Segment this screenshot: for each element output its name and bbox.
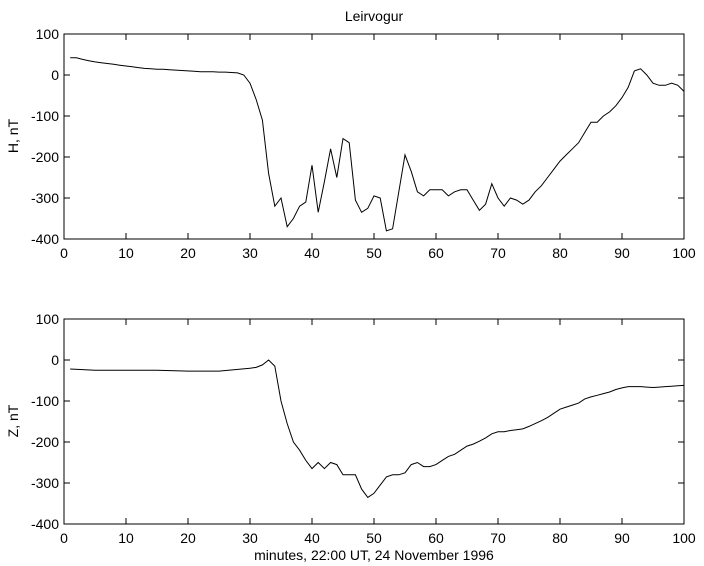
y-tick-label: -200	[31, 149, 59, 165]
y-tick-label: -200	[31, 434, 59, 450]
x-tick-labels: 0 10 20 30 40 50 60 70 80 90 100	[60, 245, 696, 261]
x-tick-label: 0	[60, 530, 68, 546]
h-series-line	[70, 57, 685, 232]
x-tick-label: 0	[60, 245, 68, 261]
x-tick-label: 70	[490, 530, 506, 546]
axis-ticks	[63, 318, 685, 525]
y-tick-label: 0	[51, 352, 59, 368]
y-tick-label: 100	[36, 26, 60, 42]
x-tick-label: 60	[428, 530, 444, 546]
axis-ticks	[63, 33, 685, 240]
y-axis-label: Z, nT	[5, 404, 21, 437]
y-axis-label: H, nT	[5, 118, 21, 153]
x-tick-label: 20	[180, 530, 196, 546]
x-tick-labels: 0 10 20 30 40 50 60 70 80 90 100	[60, 530, 696, 546]
y-tick-labels: 100 0 -100 -200 -300 -400	[31, 26, 59, 247]
y-tick-label: -400	[31, 231, 59, 247]
x-tick-label: 100	[672, 530, 696, 546]
y-tick-label: -100	[31, 108, 59, 124]
y-tick-label: -100	[31, 393, 59, 409]
z-series-line	[70, 359, 685, 499]
y-tick-label: 0	[51, 67, 59, 83]
x-tick-label: 20	[180, 245, 196, 261]
x-tick-label: 30	[242, 530, 258, 546]
x-tick-label: 80	[552, 530, 568, 546]
x-tick-label: 50	[366, 245, 382, 261]
chart-title: Leirvogur	[345, 8, 404, 24]
y-tick-label: -400	[31, 516, 59, 532]
x-tick-label: 10	[118, 245, 134, 261]
y-tick-label: -300	[31, 190, 59, 206]
x-axis-label: minutes, 22:00 UT, 24 November 1996	[254, 547, 494, 563]
x-tick-label: 30	[242, 245, 258, 261]
y-tick-label: -300	[31, 475, 59, 491]
x-tick-label: 10	[118, 530, 134, 546]
x-tick-label: 100	[672, 245, 696, 261]
x-tick-label: 60	[428, 245, 444, 261]
x-tick-label: 80	[552, 245, 568, 261]
y-tick-labels: 100 0 -100 -200 -300 -400	[31, 311, 59, 532]
plot-frame	[63, 33, 685, 240]
z-component-panel: 0 10 20 30 40 50 60 70 80 90 100 100 0 -100 -200 -300 -…	[5, 311, 696, 563]
x-tick-label: 40	[304, 530, 320, 546]
x-tick-label: 40	[304, 245, 320, 261]
y-tick-label: 100	[36, 311, 60, 327]
h-component-panel: Leirvogur 0 10 20 30 40 50 60 70 80 90 100 100 0 -10…	[5, 8, 696, 261]
x-tick-label: 70	[490, 245, 506, 261]
x-tick-label: 50	[366, 530, 382, 546]
x-tick-label: 90	[614, 530, 630, 546]
x-tick-label: 90	[614, 245, 630, 261]
